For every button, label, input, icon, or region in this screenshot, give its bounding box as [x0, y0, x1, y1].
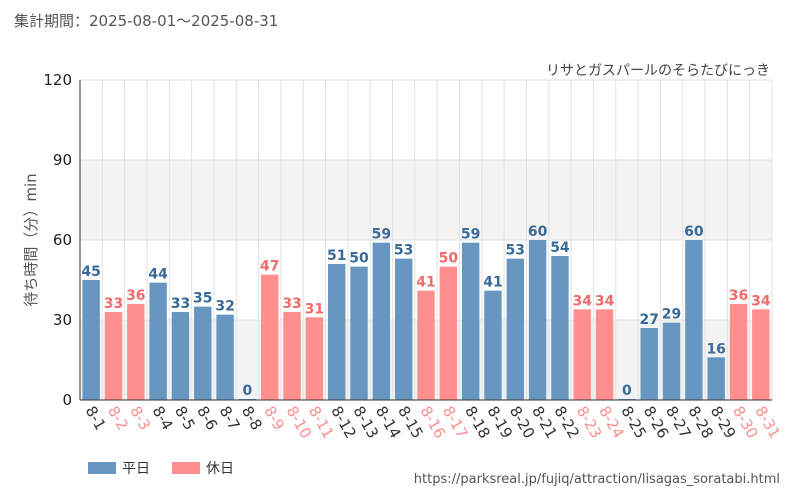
bar-value-label: 33	[104, 296, 123, 312]
bar-value-label: 36	[126, 288, 145, 304]
bar-value-label: 34	[751, 293, 771, 309]
bar-value-label: 44	[148, 267, 168, 283]
bar	[82, 280, 100, 400]
x-tick-label: 8-4	[149, 403, 177, 433]
bar-value-label: 27	[639, 312, 658, 328]
bar-value-label: 50	[439, 251, 459, 267]
bar	[506, 258, 524, 400]
legend: 平日 休日	[88, 458, 234, 478]
legend-label-weekday: 平日	[122, 461, 150, 477]
bar	[261, 274, 279, 400]
bar	[640, 328, 658, 400]
bar	[662, 322, 681, 400]
bar-value-label: 35	[193, 291, 212, 307]
bar	[573, 309, 591, 400]
y-axis-label: 待ち時間（分）min	[22, 173, 40, 306]
bar-value-label: 53	[394, 243, 413, 259]
bar	[729, 304, 748, 400]
bar-value-label: 0	[243, 383, 253, 399]
bar-value-label: 31	[305, 301, 324, 317]
bar	[194, 306, 212, 400]
bar	[127, 304, 145, 400]
bar-value-label: 50	[349, 251, 369, 267]
period-label: 集計期間：2025-08-01～2025-08-31	[14, 12, 279, 30]
bar	[328, 264, 346, 400]
plot-band	[80, 160, 772, 240]
bar	[394, 258, 413, 400]
bar-value-label: 60	[684, 224, 704, 240]
legend-item-holiday[interactable]: 休日	[172, 458, 234, 478]
x-tick-label: 8-8	[238, 403, 266, 433]
bar-value-label: 54	[550, 240, 570, 256]
x-tick-label: 8-9	[260, 403, 288, 433]
bar	[461, 242, 480, 400]
bar-value-label: 41	[483, 275, 502, 291]
bar-value-label: 59	[461, 227, 480, 243]
source-url[interactable]: https://parksreal.jp/fujiq/attraction/li…	[413, 472, 780, 487]
x-tick-label: 8-5	[171, 403, 199, 433]
bar	[752, 309, 770, 400]
bar-value-label: 53	[506, 243, 525, 259]
bar-value-label: 16	[706, 341, 725, 357]
bar-value-label: 32	[215, 299, 234, 315]
chart-subtitle: リサとガスパールのそらたびにっき	[546, 63, 770, 79]
bar-value-label: 60	[528, 224, 548, 240]
legend-swatch-weekday	[88, 462, 116, 474]
bar-value-label: 34	[573, 293, 593, 309]
bar-value-label: 47	[260, 259, 279, 275]
bar-value-label: 34	[595, 293, 615, 309]
y-tick-label: 0	[62, 391, 72, 409]
bar	[283, 312, 301, 400]
bar-value-label: 51	[327, 248, 346, 264]
bar	[707, 357, 725, 400]
bar	[216, 314, 234, 400]
bar	[595, 309, 614, 400]
bar	[305, 317, 324, 400]
x-tick-label: 8-3	[126, 403, 154, 433]
bar-value-label: 33	[171, 296, 190, 312]
bar-value-label: 45	[81, 264, 100, 280]
bar	[551, 256, 569, 400]
bar	[484, 290, 502, 400]
legend-item-weekday[interactable]: 平日	[88, 458, 150, 478]
bar	[685, 240, 703, 400]
bar-value-label: 29	[662, 307, 681, 323]
x-tick-label: 8-2	[104, 403, 132, 433]
bar	[417, 290, 435, 400]
y-tick-label: 60	[53, 231, 72, 249]
y-tick-label: 90	[53, 151, 72, 169]
bar-value-label: 41	[416, 275, 435, 291]
bar-value-label: 0	[622, 383, 632, 399]
bar	[149, 282, 167, 400]
bar	[439, 266, 458, 400]
legend-label-holiday: 休日	[206, 461, 234, 477]
bar-value-label: 59	[372, 227, 391, 243]
bar	[171, 312, 190, 400]
bar-value-label: 33	[282, 296, 301, 312]
bar-value-label: 36	[729, 288, 748, 304]
x-tick-label: 8-1	[82, 403, 110, 433]
legend-swatch-holiday	[172, 462, 200, 474]
y-tick-label: 120	[43, 71, 72, 89]
bar	[372, 242, 391, 400]
x-tick-label: 8-7	[216, 403, 244, 433]
bar	[528, 240, 547, 400]
x-tick-label: 8-6	[193, 403, 221, 433]
bar	[104, 312, 123, 400]
bar	[350, 266, 368, 400]
y-tick-label: 30	[53, 311, 72, 329]
